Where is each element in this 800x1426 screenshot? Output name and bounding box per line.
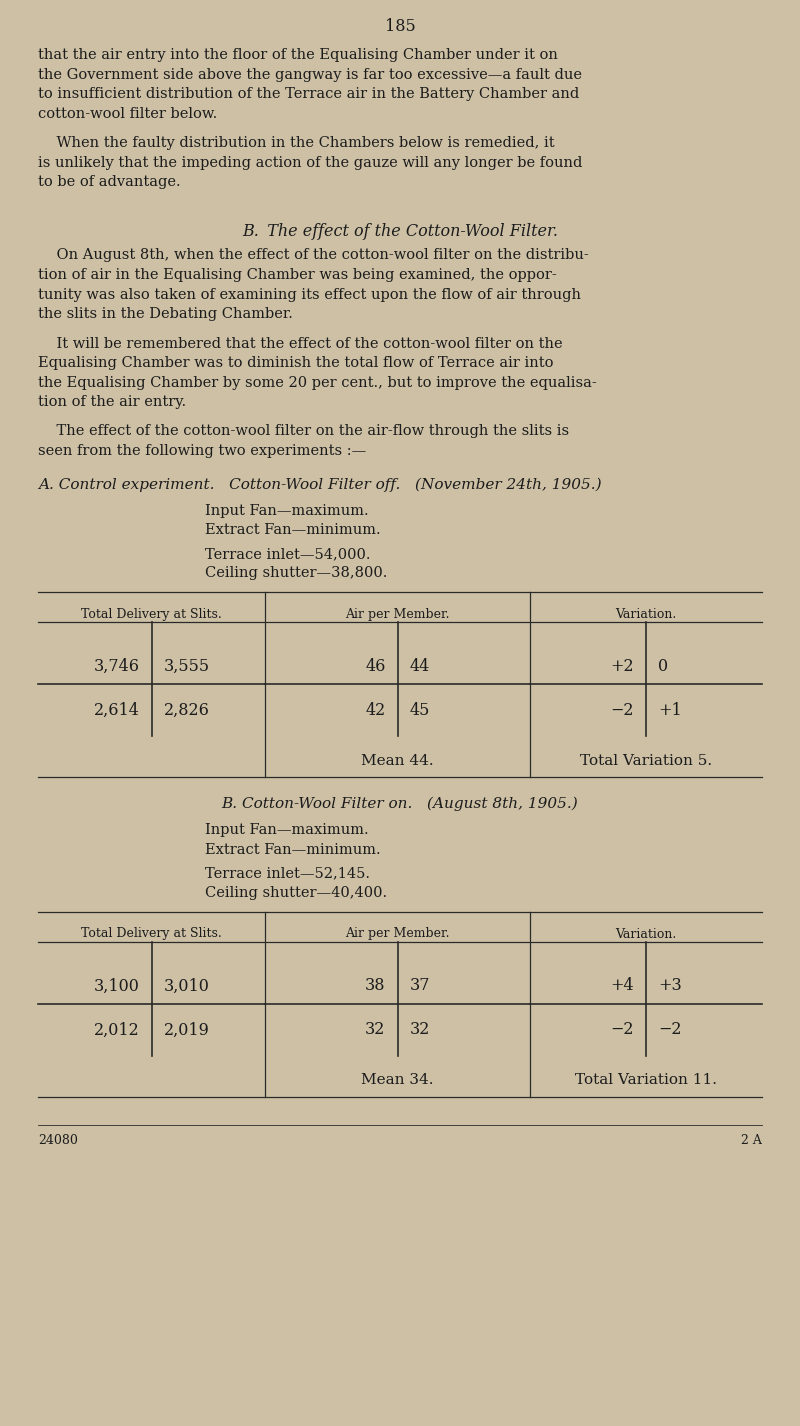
Text: Extract Fan—minimum.: Extract Fan—minimum. xyxy=(205,843,381,857)
Text: 3,100: 3,100 xyxy=(94,977,139,994)
Text: the slits in the Debating Chamber.: the slits in the Debating Chamber. xyxy=(38,307,293,321)
Text: −2: −2 xyxy=(610,1021,634,1038)
Text: that the air entry into the floor of the Equalising Chamber under it on: that the air entry into the floor of the… xyxy=(38,48,558,61)
Text: 185: 185 xyxy=(385,19,415,36)
Text: On August 8th, when the effect of the cotton-wool filter on the distribu-: On August 8th, when the effect of the co… xyxy=(38,248,589,262)
Text: Input Fan—maximum.: Input Fan—maximum. xyxy=(205,823,369,837)
Text: seen from the following two experiments :—: seen from the following two experiments … xyxy=(38,443,366,458)
Text: the Equalising Chamber by some 20 per cent., but to improve the equalisa-: the Equalising Chamber by some 20 per ce… xyxy=(38,375,597,389)
Text: Mean 34.: Mean 34. xyxy=(362,1074,434,1088)
Text: When the faulty distribution in the Chambers below is remedied, it: When the faulty distribution in the Cham… xyxy=(38,135,554,150)
Text: Total Variation 5.: Total Variation 5. xyxy=(580,754,712,769)
Text: +4: +4 xyxy=(610,977,634,994)
Text: Terrace inlet—54,000.: Terrace inlet—54,000. xyxy=(205,548,370,560)
Text: B. Cotton-Wool Filter on.   (August 8th, 1905.): B. Cotton-Wool Filter on. (August 8th, 1… xyxy=(222,797,578,811)
Text: is unlikely that the impeding action of the gauze will any longer be found: is unlikely that the impeding action of … xyxy=(38,155,582,170)
Text: tunity was also taken of examining its effect upon the flow of air through: tunity was also taken of examining its e… xyxy=(38,288,581,301)
Text: Variation.: Variation. xyxy=(615,927,677,941)
Text: 38: 38 xyxy=(365,977,386,994)
Text: Extract Fan—minimum.: Extract Fan—minimum. xyxy=(205,523,381,538)
Text: 45: 45 xyxy=(410,702,430,719)
Text: 42: 42 xyxy=(366,702,386,719)
Text: Total Delivery at Slits.: Total Delivery at Slits. xyxy=(81,927,222,941)
Text: 3,555: 3,555 xyxy=(163,657,210,674)
Text: The effect of the cotton-wool filter on the air-flow through the slits is: The effect of the cotton-wool filter on … xyxy=(38,425,569,439)
Text: 2,826: 2,826 xyxy=(163,702,210,719)
Text: +2: +2 xyxy=(610,657,634,674)
Text: cotton-wool filter below.: cotton-wool filter below. xyxy=(38,107,218,121)
Text: Terrace inlet—52,145.: Terrace inlet—52,145. xyxy=(205,867,370,880)
Text: Ceiling shutter—40,400.: Ceiling shutter—40,400. xyxy=(205,886,387,900)
Text: Equalising Chamber was to diminish the total flow of Terrace air into: Equalising Chamber was to diminish the t… xyxy=(38,356,554,369)
Text: A. Control experiment.   Cotton-Wool Filter off.   (November 24th, 1905.): A. Control experiment. Cotton-Wool Filte… xyxy=(38,478,602,492)
Text: 24080: 24080 xyxy=(38,1135,78,1148)
Text: −2: −2 xyxy=(610,702,634,719)
Text: 44: 44 xyxy=(410,657,430,674)
Text: 32: 32 xyxy=(365,1021,386,1038)
Text: to insufficient distribution of the Terrace air in the Battery Chamber and: to insufficient distribution of the Terr… xyxy=(38,87,579,101)
Text: Air per Member.: Air per Member. xyxy=(346,927,450,941)
Text: 2,012: 2,012 xyxy=(94,1021,139,1038)
Text: Variation.: Variation. xyxy=(615,607,677,620)
Text: tion of the air entry.: tion of the air entry. xyxy=(38,395,186,409)
Text: 0: 0 xyxy=(658,657,668,674)
Text: the Government side above the gangway is far too excessive—a fault due: the Government side above the gangway is… xyxy=(38,67,582,81)
Text: Total Variation 11.: Total Variation 11. xyxy=(575,1074,717,1088)
Text: 46: 46 xyxy=(365,657,386,674)
Text: −2: −2 xyxy=(658,1021,682,1038)
Text: It will be remembered that the effect of the cotton-wool filter on the: It will be remembered that the effect of… xyxy=(38,337,562,351)
Text: Ceiling shutter—38,800.: Ceiling shutter—38,800. xyxy=(205,566,387,580)
Text: B.  The effect of the Cotton-Wool Filter.: B. The effect of the Cotton-Wool Filter. xyxy=(242,222,558,240)
Text: Input Fan—maximum.: Input Fan—maximum. xyxy=(205,503,369,518)
Text: 3,010: 3,010 xyxy=(163,977,210,994)
Text: 37: 37 xyxy=(410,977,430,994)
Text: 32: 32 xyxy=(410,1021,430,1038)
Text: tion of air in the Equalising Chamber was being examined, the oppor-: tion of air in the Equalising Chamber wa… xyxy=(38,268,557,282)
Text: Total Delivery at Slits.: Total Delivery at Slits. xyxy=(81,607,222,620)
Text: 3,746: 3,746 xyxy=(94,657,139,674)
Text: to be of advantage.: to be of advantage. xyxy=(38,175,181,190)
Text: +3: +3 xyxy=(658,977,682,994)
Text: 2,614: 2,614 xyxy=(94,702,139,719)
Text: 2 A: 2 A xyxy=(741,1135,762,1148)
Text: 2,019: 2,019 xyxy=(163,1021,210,1038)
Text: Mean 44.: Mean 44. xyxy=(361,754,434,769)
Text: +1: +1 xyxy=(658,702,682,719)
Text: Air per Member.: Air per Member. xyxy=(346,607,450,620)
